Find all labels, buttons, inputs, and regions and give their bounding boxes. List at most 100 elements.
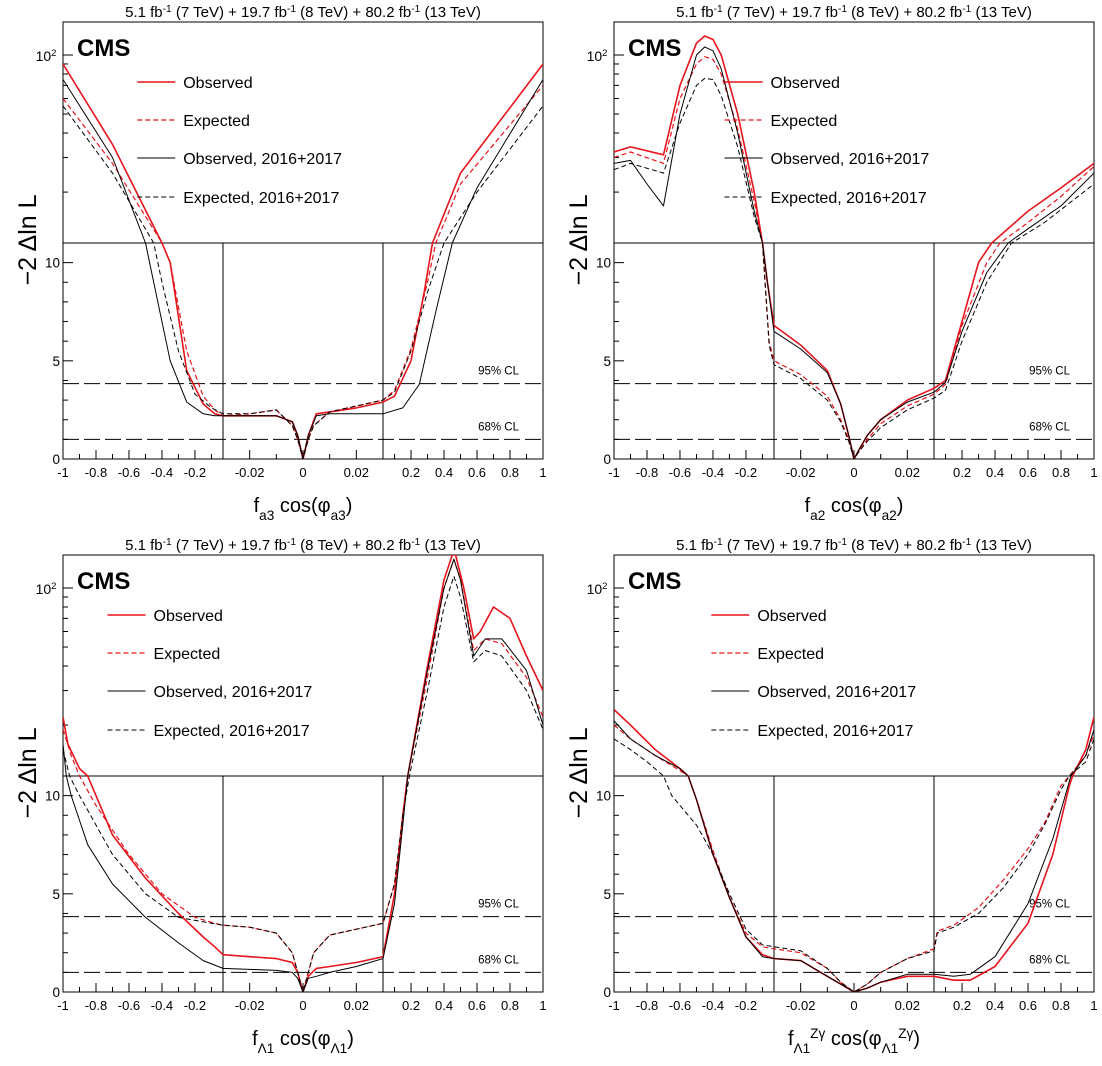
xtick-label-middle: 0.02 — [344, 998, 369, 1013]
experiment-label: CMS — [77, 568, 130, 595]
ytick-label: 0 — [52, 985, 60, 1000]
xtick-label-left: -1 — [608, 465, 620, 480]
xtick-label-left: -0.2 — [184, 465, 206, 480]
xtick-label-left: -0.4 — [151, 465, 173, 480]
xtick-label-left: -1 — [57, 465, 69, 480]
xtick-label-left: -0.4 — [151, 998, 173, 1013]
ytick-label: 10 — [45, 789, 60, 804]
cl-label-95: 95% CL — [478, 366, 520, 378]
xtick-label-middle: 0.02 — [895, 998, 920, 1013]
legend-label-1: Observed — [183, 75, 252, 92]
x-axis-label: fa2 cos(φa2) — [805, 495, 904, 523]
xtick-label-middle: 0 — [850, 998, 857, 1013]
legend-label-3: Observed, 2016+2017 — [757, 684, 916, 701]
cl-label-68: 68% CL — [478, 421, 520, 433]
legend-label-2: Expected — [183, 113, 250, 130]
xtick-label-right: 0.8 — [501, 465, 519, 480]
series-line-1 — [63, 63, 543, 459]
ytick-label: 0 — [603, 985, 611, 1000]
xtick-label-middle: 0 — [299, 465, 306, 480]
legend-label-4: Expected, 2016+2017 — [154, 723, 310, 740]
legend-label-3: Observed, 2016+2017 — [183, 151, 342, 168]
xtick-label-middle: 0 — [850, 465, 857, 480]
lumi-label: 5.1 fb-1 (7 TeV) + 19.7 fb-1 (8 TeV) + 8… — [676, 537, 1032, 555]
legend-label-4: Expected, 2016+2017 — [183, 190, 339, 207]
xtick-label-left: -0.2 — [735, 465, 757, 480]
ytick-log-label: 102 — [587, 48, 608, 65]
legend-label-2: Expected — [771, 113, 838, 130]
plot-fa3: 5.1 fb-1 (7 TeV) + 19.7 fb-1 (8 TeV) + 8… — [14, 4, 547, 523]
xtick-label-right: 1 — [539, 465, 546, 480]
plot-fL1: 5.1 fb-1 (7 TeV) + 19.7 fb-1 (8 TeV) + 8… — [14, 537, 547, 1056]
series-line-4 — [614, 738, 1094, 992]
cl-label-68: 68% CL — [1029, 421, 1071, 433]
xtick-label-left: -0.4 — [702, 998, 724, 1013]
ytick-label: 0 — [603, 452, 611, 467]
series-line-1 — [614, 35, 1094, 459]
plot-fL1Zg: 5.1 fb-1 (7 TeV) + 19.7 fb-1 (8 TeV) + 8… — [565, 537, 1098, 1056]
cl-label-95: 95% CL — [1029, 899, 1071, 911]
xtick-label-middle: -0.02 — [235, 998, 265, 1013]
xtick-label-middle: 0.02 — [344, 465, 369, 480]
series-line-3 — [614, 720, 1094, 992]
xtick-label-middle: -0.02 — [786, 998, 816, 1013]
panel-fL1: 5.1 fb-1 (7 TeV) + 19.7 fb-1 (8 TeV) + 8… — [0, 533, 551, 1066]
ytick-label: 0 — [52, 452, 60, 467]
legend-label-2: Expected — [154, 646, 221, 663]
series-line-2 — [63, 558, 543, 992]
lumi-label: 5.1 fb-1 (7 TeV) + 19.7 fb-1 (8 TeV) + 8… — [125, 537, 481, 555]
cl-label-95: 95% CL — [478, 899, 520, 911]
xtick-label-left: -0.6 — [669, 998, 691, 1013]
lumi-label: 5.1 fb-1 (7 TeV) + 19.7 fb-1 (8 TeV) + 8… — [676, 4, 1032, 22]
ytick-log-label: 102 — [36, 48, 57, 65]
ytick-log-label: 102 — [36, 581, 57, 598]
cl-label-68: 68% CL — [1029, 954, 1071, 966]
xtick-label-left: -0.2 — [184, 998, 206, 1013]
xtick-label-right: 1 — [539, 998, 546, 1013]
series-line-3 — [63, 79, 543, 459]
experiment-label: CMS — [628, 35, 681, 62]
ytick-label: 5 — [52, 354, 60, 369]
y-axis-label: −2 Δln L — [14, 194, 42, 285]
y-axis-label: −2 Δln L — [565, 727, 593, 818]
series-line-2 — [614, 724, 1094, 992]
xtick-label-right: 0.6 — [1019, 465, 1037, 480]
xtick-label-right: 0.2 — [953, 465, 971, 480]
series-line-4 — [614, 77, 1094, 459]
y-axis-label: −2 Δln L — [565, 194, 593, 285]
legend-label-3: Observed, 2016+2017 — [154, 684, 313, 701]
xtick-label-right: 0.2 — [402, 998, 420, 1013]
series-line-3 — [614, 46, 1094, 459]
xtick-label-right: 1 — [1090, 998, 1097, 1013]
xtick-label-left: -0.6 — [118, 465, 140, 480]
xtick-label-right: 0.4 — [435, 998, 453, 1013]
legend-label-1: Observed — [154, 608, 223, 625]
panel-fa3: 5.1 fb-1 (7 TeV) + 19.7 fb-1 (8 TeV) + 8… — [0, 0, 551, 533]
cl-label-68: 68% CL — [478, 954, 520, 966]
series-line-1 — [614, 709, 1094, 992]
curves — [63, 555, 543, 992]
curves — [614, 709, 1094, 992]
xtick-label-right: 0.2 — [953, 998, 971, 1013]
x-axis-label: fΛ1Zγ cos(φΛ1Zγ) — [788, 1026, 920, 1056]
xtick-label-left: -1 — [608, 998, 620, 1013]
x-axis-label: fa3 cos(φa3) — [254, 495, 353, 523]
legend-label-1: Observed — [757, 608, 826, 625]
ytick-label: 10 — [596, 256, 611, 271]
xtick-label-right: 0.8 — [1052, 998, 1070, 1013]
plot-fa2: 5.1 fb-1 (7 TeV) + 19.7 fb-1 (8 TeV) + 8… — [565, 4, 1098, 523]
curves — [63, 63, 543, 459]
xtick-label-right: 0.8 — [1052, 465, 1070, 480]
xtick-label-right: 0.4 — [986, 465, 1004, 480]
xtick-label-right: 1 — [1090, 465, 1097, 480]
plot-frame — [613, 21, 1095, 460]
xtick-label-left: -1 — [57, 998, 69, 1013]
xtick-label-middle: -0.02 — [786, 465, 816, 480]
ytick-label: 10 — [596, 789, 611, 804]
panel-fa2: 5.1 fb-1 (7 TeV) + 19.7 fb-1 (8 TeV) + 8… — [551, 0, 1102, 533]
legend-label-3: Observed, 2016+2017 — [771, 151, 930, 168]
xtick-label-left: -0.2 — [735, 998, 757, 1013]
ytick-label: 5 — [603, 887, 611, 902]
x-axis-label: fΛ1 cos(φΛ1) — [252, 1028, 354, 1056]
